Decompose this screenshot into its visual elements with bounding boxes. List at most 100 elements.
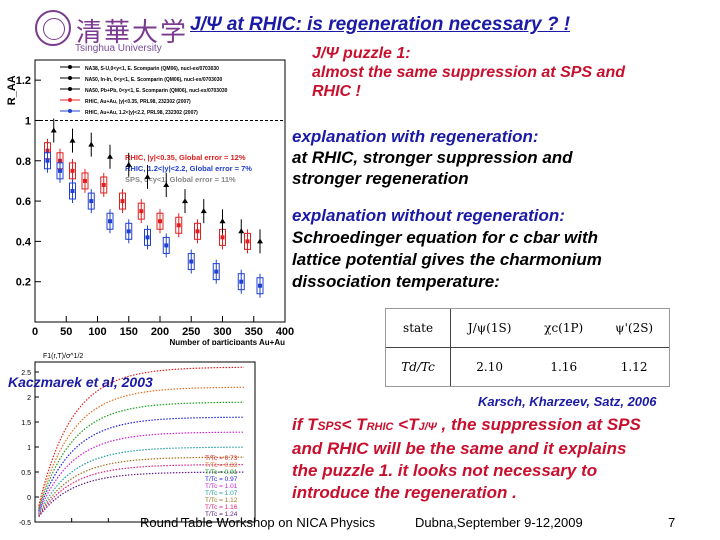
conclusion-line3: the puzzle 1. it looks not necessary to	[292, 461, 598, 480]
fe-curve	[38, 431, 244, 513]
puzzle-line2: almost the same suppression at SPS and	[312, 64, 625, 81]
raa-xtick-label: 200	[151, 326, 169, 338]
raa-xlabel: Number of participants Au+Au	[170, 338, 286, 345]
raa-legend-entry: RHIC, Au+Au, 1.2<|y|<2.2, PRL98, 232302 …	[85, 110, 198, 116]
university-name-cn: 清華大学	[76, 18, 189, 48]
raa-syst-box	[175, 216, 183, 234]
raa-xtick-label: 50	[60, 326, 72, 338]
raa-point	[164, 243, 169, 248]
university-name-en: Tsinghua University	[75, 43, 162, 54]
raa-inner-legend: SPS, 0<y<1, Global error = 11%	[125, 175, 236, 184]
raa-syst-box	[144, 228, 151, 246]
raa-syst-box	[125, 222, 133, 240]
raa-point	[126, 229, 131, 234]
raa-legend-entry: NA50, In-In, 0<y<1, E. Scomparin (QM06),…	[85, 77, 222, 83]
raa-point	[176, 223, 181, 228]
raa-legend-entry: NA38, S-U,0<y<1, E. Scomparin (QM06), nu…	[85, 66, 219, 72]
fe-legend-entry: T/Tc = 1.24	[205, 511, 238, 518]
raa-point	[163, 181, 170, 187]
raa-point	[45, 158, 50, 163]
fe-legend-entry: T/Tc = 1.12	[205, 497, 238, 504]
fe-ytick-label: -0.5	[19, 520, 31, 527]
conclusion-line1: if TSPS< TRHIC <TJ/Ψ , the suppression a…	[292, 415, 641, 434]
raa-legend-marker	[68, 109, 72, 113]
fe-ytick-label: 0	[27, 495, 31, 502]
fe-ytick-label: 0.5	[21, 470, 31, 477]
raa-point	[182, 198, 188, 204]
raa-point	[70, 168, 75, 173]
fe-ytick-label: 2.5	[21, 370, 31, 377]
raa-inner-legend: RHIC, |y|<0.35, Global error = 12%	[125, 153, 246, 162]
raa-syst-box	[100, 176, 108, 194]
raa-xtick-label: 350	[245, 326, 263, 338]
raa-syst-box	[137, 202, 145, 220]
free-energy-chart: F1(r,T)/σ^1/2 -0.5 0 0.5 1 1.5 2 2.5 T/Tc = 0.73…	[5, 340, 275, 530]
with-regen-line3: stronger regeneration	[292, 169, 469, 188]
raa-point	[88, 141, 95, 147]
raa-xtick-label: 250	[182, 326, 200, 338]
raa-point	[257, 238, 263, 244]
table-cell-psiprime: 1.12	[620, 360, 648, 374]
without-regen-title: explanation without regeneration:	[292, 206, 565, 225]
with-regen-block: explanation with regeneration: at RHIC, …	[292, 126, 573, 189]
raa-syst-box	[156, 212, 164, 230]
raa-legend-marker	[68, 65, 72, 69]
raa-ytick-label: 0.8	[16, 156, 31, 168]
raa-point	[189, 259, 194, 264]
raa-xtick-label: 100	[88, 326, 106, 338]
table-header-jpsi: J/ψ(1S)	[450, 309, 529, 348]
fe-legend-entry: T/Tc = 0.73	[205, 455, 238, 462]
raa-point	[245, 239, 250, 244]
raa-legend-marker	[68, 87, 72, 91]
fe-legend-entry: T/Tc = 1.01	[205, 483, 238, 490]
raa-point	[83, 178, 87, 183]
raa-point	[108, 219, 112, 224]
raa-frame	[34, 59, 286, 323]
raa-point	[70, 189, 75, 193]
fe-legend-entry: T/Tc = 1.07	[205, 490, 238, 497]
fe-curve	[38, 386, 244, 509]
raa-ylabel: R_AA	[6, 75, 18, 105]
raa-syst-box	[81, 172, 89, 190]
table-header-chic: χc(1P)	[528, 309, 600, 348]
raa-ytick-label: 0.6	[16, 196, 31, 208]
raa-point	[107, 153, 113, 159]
raa-syst-box	[69, 162, 76, 180]
table-cell-jpsi: 2.10	[476, 360, 503, 374]
fe-legend-entry: T/Tc = 0.97	[205, 476, 238, 483]
raa-legend-entry: RHIC, Au+Au, |y|<0.35, PRL98, 232302 (20…	[85, 99, 191, 105]
raa-syst-box	[162, 236, 170, 254]
raa-ytick-label: 1	[25, 115, 31, 127]
footer-event: Round Table Workshop on NICA Physics	[140, 515, 376, 530]
raa-legend-marker	[68, 76, 72, 80]
fe-legend-entry: T/Tc = 0.82	[205, 462, 238, 469]
raa-point	[139, 209, 144, 214]
without-regen-block: explanation without regeneration: Schroe…	[292, 205, 602, 293]
fe-curve	[38, 456, 244, 516]
raa-point	[125, 161, 132, 167]
fe-curve	[38, 464, 244, 517]
raa-point	[50, 127, 57, 133]
fe-curve	[38, 471, 244, 518]
raa-legend-entry: NA50, Pb+Pb, 0<y<1, E. Scomparin (QM06),…	[85, 88, 228, 94]
without-regen-line2: Schroedinger equation for c cbar with	[292, 228, 599, 247]
raa-syst-box	[237, 273, 245, 291]
raa-syst-box	[119, 192, 126, 210]
slide-title: J/Ψ at RHIC: is regeneration necessary ?…	[190, 14, 571, 35]
fe-legend-entry: T/Tc = 1.16	[205, 504, 238, 511]
raa-syst-box	[106, 212, 114, 230]
raa-xtick-label: 0	[32, 326, 38, 338]
with-regen-line2: at RHIC, stronger suppression and	[292, 148, 573, 167]
raa-xtick-label: 300	[213, 326, 231, 338]
raa-point	[101, 182, 106, 187]
without-regen-line4: dissociation temperature:	[292, 272, 500, 291]
raa-ytick-label: 0.2	[16, 277, 31, 289]
raa-point	[69, 137, 76, 143]
raa-point	[214, 269, 219, 274]
table-header-psiprime: ψ'(2S)	[599, 309, 669, 348]
raa-point	[219, 218, 226, 224]
fe-legend-entry: T/Tc = 0.91	[205, 469, 238, 476]
fe-ytick-label: 1.5	[21, 420, 31, 427]
raa-syst-box	[212, 263, 220, 281]
raa-xtick-label: 400	[276, 326, 294, 338]
